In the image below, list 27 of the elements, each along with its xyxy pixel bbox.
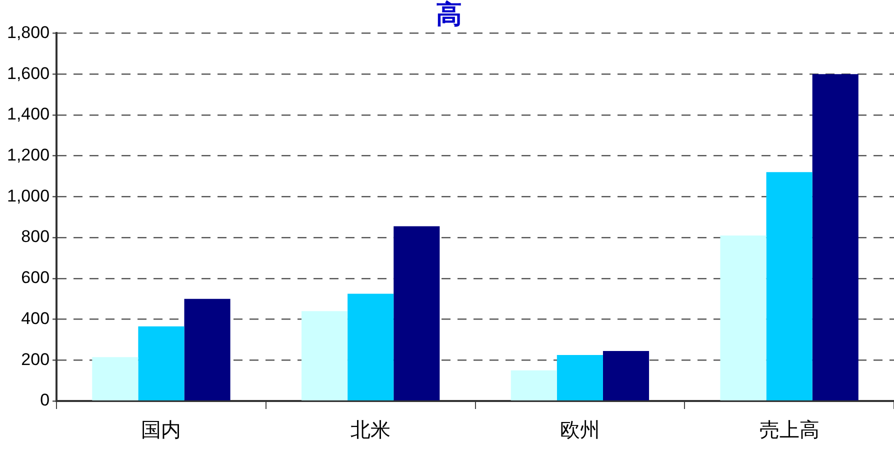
y-tick-label: 1,600 <box>6 64 50 83</box>
x-tick-label: 北米 <box>350 420 391 442</box>
x-tick-label: 国内 <box>141 420 182 442</box>
y-tick-label: 1,000 <box>6 186 50 206</box>
y-tick-label: 600 <box>21 268 50 288</box>
chart-title: 高 <box>436 0 462 29</box>
bar <box>766 172 812 400</box>
y-tick-label: 400 <box>21 308 50 328</box>
y-tick-label: 1,200 <box>6 145 50 164</box>
bar <box>394 226 440 400</box>
bar <box>138 326 184 400</box>
bar <box>602 350 650 400</box>
bar <box>812 74 858 400</box>
x-tick-label: 欧州 <box>560 420 600 442</box>
bar <box>302 311 348 400</box>
bar <box>510 370 557 400</box>
bar <box>348 294 394 400</box>
y-tick-label: 0 <box>40 390 50 410</box>
y-tick-label: 200 <box>21 350 50 369</box>
bar <box>556 355 603 400</box>
y-tick-label: 1,400 <box>6 104 50 124</box>
bar <box>92 357 138 400</box>
bar <box>720 235 766 400</box>
bar <box>184 298 230 400</box>
y-tick-label: 1,800 <box>6 22 50 42</box>
x-tick-label: 売上高 <box>759 418 820 442</box>
y-tick-label: 800 <box>21 227 50 246</box>
